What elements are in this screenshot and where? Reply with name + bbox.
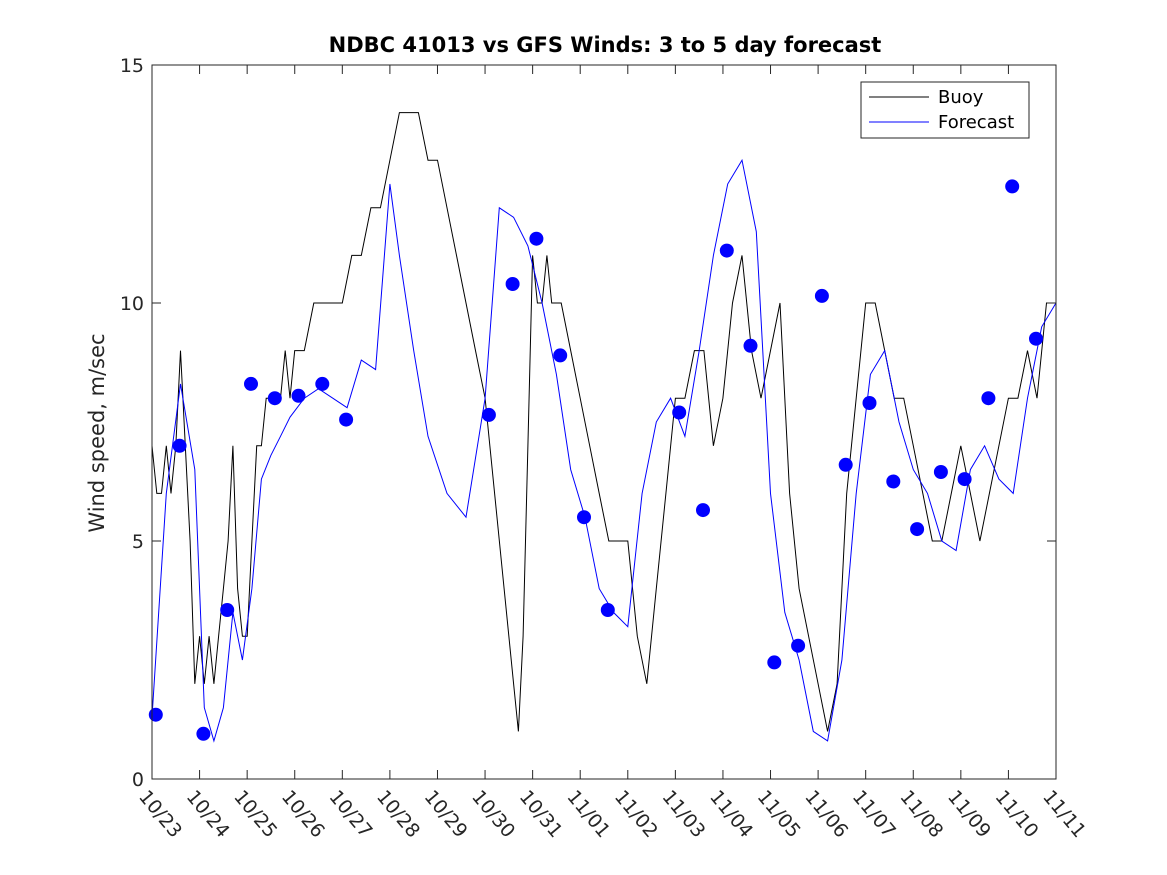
forecast-marker	[719, 243, 734, 258]
forecast-marker	[529, 231, 544, 246]
forecast-marker	[814, 288, 829, 303]
forecast-marker	[981, 391, 996, 406]
forecast-marker	[505, 277, 520, 291]
forecast-marker	[291, 388, 306, 403]
series-line-buoy	[151, 112, 1056, 732]
axes-box	[151, 64, 1057, 780]
forecast-marker	[172, 438, 187, 453]
forecast-marker	[315, 376, 330, 391]
forecast-marker	[148, 707, 163, 722]
legend-buoy-label: Buoy	[938, 87, 984, 108]
forecast-marker	[672, 405, 687, 420]
y-tick-label: 0	[132, 769, 144, 791]
forecast-marker	[481, 407, 496, 422]
forecast-marker	[220, 603, 235, 617]
y-axis-label: Wind speed, m/sec	[85, 333, 109, 532]
forecast-marker	[910, 522, 925, 537]
forecast-marker	[767, 655, 782, 670]
y-tick-label: 10	[120, 293, 144, 315]
forecast-marker	[339, 412, 354, 427]
y-tick-label: 5	[132, 531, 144, 553]
forecast-marker	[862, 396, 877, 410]
legend: Buoy Forecast	[860, 81, 1030, 139]
legend-box	[860, 81, 1030, 139]
forecast-marker	[1005, 179, 1020, 194]
forecast-marker	[791, 638, 806, 653]
y-tick-label: 15	[120, 55, 144, 77]
forecast-marker	[743, 338, 758, 353]
forecast-marker	[196, 726, 211, 741]
forecast-marker	[267, 391, 282, 406]
forecast-marker	[553, 348, 568, 363]
forecast-marker	[244, 376, 258, 391]
forecast-marker	[933, 465, 948, 479]
chart-title: NDBC 41013 vs GFS Winds: 3 to 5 day fore…	[329, 33, 882, 57]
legend-forecast-label: Forecast	[938, 112, 1014, 133]
forecast-marker	[577, 510, 591, 525]
forecast-marker	[696, 503, 710, 518]
forecast-marker	[957, 472, 972, 487]
forecast-marker	[600, 603, 615, 617]
forecast-marker	[886, 474, 901, 489]
forecast-marker	[838, 457, 853, 472]
forecast-marker	[1029, 331, 1043, 346]
